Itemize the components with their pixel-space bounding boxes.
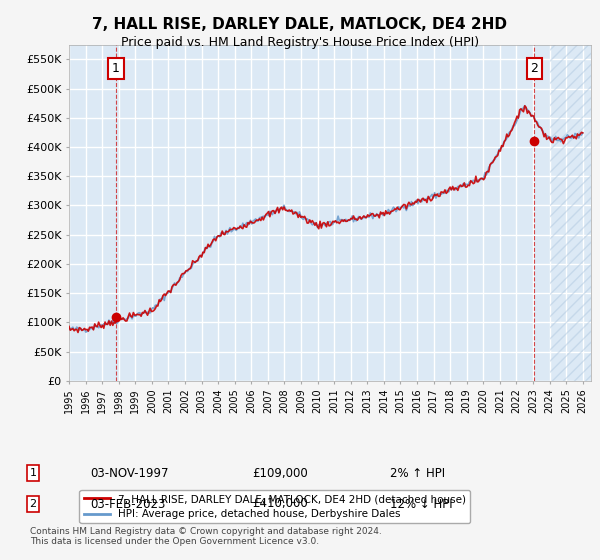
Bar	[550, 45, 591, 381]
Text: 1: 1	[112, 62, 120, 75]
Text: Contains HM Land Registry data © Crown copyright and database right 2024.
This d: Contains HM Land Registry data © Crown c…	[30, 526, 382, 546]
Text: 7, HALL RISE, DARLEY DALE, MATLOCK, DE4 2HD: 7, HALL RISE, DARLEY DALE, MATLOCK, DE4 …	[92, 17, 508, 32]
Legend: 7, HALL RISE, DARLEY DALE, MATLOCK, DE4 2HD (detached house), HPI: Average price: 7, HALL RISE, DARLEY DALE, MATLOCK, DE4 …	[79, 490, 470, 524]
Text: 12% ↓ HPI: 12% ↓ HPI	[390, 497, 452, 511]
Text: 2: 2	[530, 62, 538, 75]
Text: 03-FEB-2023: 03-FEB-2023	[90, 497, 166, 511]
Text: 1: 1	[29, 468, 37, 478]
Text: £109,000: £109,000	[252, 466, 308, 480]
Text: 2: 2	[29, 499, 37, 509]
Text: £410,000: £410,000	[252, 497, 308, 511]
Bar	[550, 45, 591, 381]
Text: 03-NOV-1997: 03-NOV-1997	[90, 466, 169, 480]
Text: 2% ↑ HPI: 2% ↑ HPI	[390, 466, 445, 480]
Text: Price paid vs. HM Land Registry's House Price Index (HPI): Price paid vs. HM Land Registry's House …	[121, 36, 479, 49]
